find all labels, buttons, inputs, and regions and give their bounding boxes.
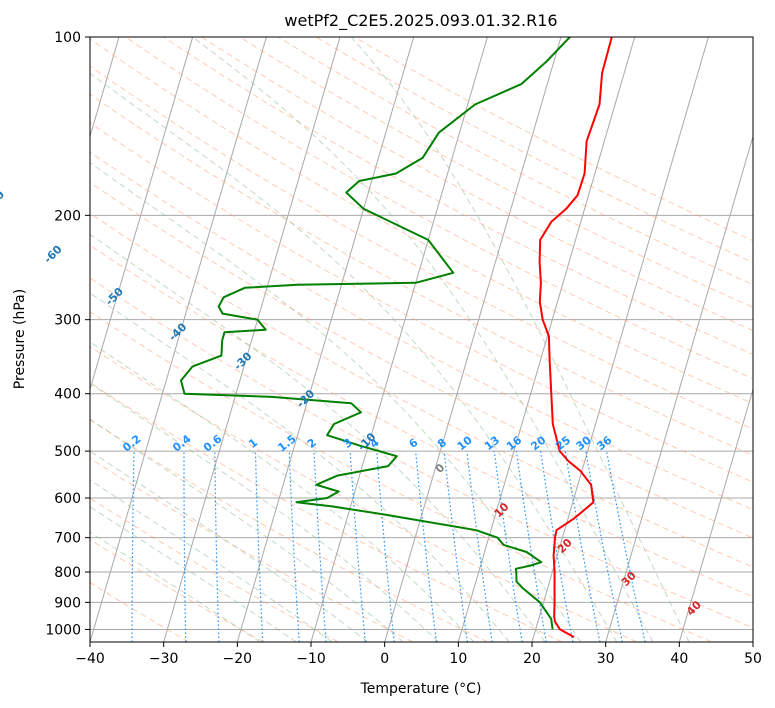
x-tick-label: 30 <box>597 651 615 667</box>
y-axis: 1000 900 800 700 600 500 400 300 200 100 <box>45 30 90 638</box>
dry-adiabat-line <box>125 37 753 380</box>
y-tick-label: 500 <box>54 444 81 460</box>
mixing-ratio-line <box>493 451 523 642</box>
isotherm-line <box>236 37 415 642</box>
moist-adiabat-line <box>90 479 333 642</box>
line-labels: 0.20.40.611.52346810131620253036-100-90-… <box>0 188 704 619</box>
dry-adiabat-line <box>90 311 712 642</box>
mixing-ratio-line <box>605 450 646 642</box>
y-tick-label: 100 <box>54 30 81 46</box>
background-grid <box>90 37 753 642</box>
y-tick-label: 300 <box>54 313 81 329</box>
moist-adiabat-line <box>90 233 546 642</box>
dry-adiabat-line <box>90 346 638 642</box>
moist-adiabat-line <box>90 341 475 642</box>
mixing-ratio-line <box>585 450 623 642</box>
dry-adiabat-line <box>90 538 264 642</box>
dry-adiabat-line <box>90 581 190 642</box>
y-tick-label: 900 <box>54 595 81 611</box>
plot-frame <box>89 36 754 643</box>
plot-area <box>90 37 753 642</box>
mixing-ratio-line <box>376 451 395 642</box>
dry-adiabat-line <box>90 277 753 629</box>
dry-adiabat-line <box>90 151 753 511</box>
profiles <box>180 37 613 638</box>
mixing-ratio-line <box>349 451 366 642</box>
isotherm-line <box>531 37 709 642</box>
dry-adiabat-line <box>90 419 488 642</box>
y-tick-label: 400 <box>54 387 81 403</box>
y-tick-label: 800 <box>54 565 81 581</box>
moist-adiabat-line <box>90 450 368 642</box>
x-tick-label: −30 <box>149 651 179 667</box>
isotherm-line <box>457 37 636 642</box>
moist-adiabat-line <box>90 418 404 642</box>
x-tick-label: 10 <box>449 651 467 667</box>
x-tick-label: −20 <box>223 651 253 667</box>
isotherm-line <box>163 37 341 642</box>
x-tick-label: 50 <box>744 651 762 667</box>
chart-title: wetPf2_C2E5.2025.093.01.32.R16 <box>284 11 557 31</box>
dry-adiabat-line <box>277 37 753 286</box>
moist-adiabat-line <box>90 292 510 642</box>
y-axis-title: Pressure (hPa) <box>12 289 28 389</box>
moist-adiabat-line <box>90 382 439 642</box>
isotherm-line <box>90 37 267 642</box>
mixing-ratio-line <box>415 451 437 642</box>
isotherm-line <box>384 37 562 642</box>
dry-adiabat-label: -70 <box>0 188 7 211</box>
temperature-profile-line <box>538 37 613 638</box>
moist-adiabat-line <box>90 506 297 642</box>
moist-adiabat-line <box>350 37 690 642</box>
x-tick-label: 20 <box>523 651 541 667</box>
y-tick-label: 600 <box>54 491 81 507</box>
x-axis-title: Temperature (°C) <box>360 681 482 697</box>
mixing-ratio-line <box>443 451 469 642</box>
dry-adiabat-line <box>90 122 753 483</box>
mixing-ratio-line <box>466 451 493 642</box>
dry-adiabat-line <box>239 37 753 308</box>
x-tick-label: −10 <box>296 651 326 667</box>
isotherm-line <box>90 37 194 392</box>
dry-adiabat-line <box>90 244 753 598</box>
moist-adiabat-line <box>192 37 654 642</box>
y-tick-label: 1000 <box>45 622 81 638</box>
y-tick-label: 700 <box>54 531 81 547</box>
isotherm-line <box>678 387 753 642</box>
x-tick-label: 40 <box>670 651 688 667</box>
dry-adiabat-line <box>90 38 753 405</box>
x-tick-label: −40 <box>75 651 105 667</box>
dry-adiabat-line <box>90 181 753 539</box>
dry-adiabat-line <box>90 212 753 568</box>
x-axis: −40 −30 −20 −10 0 10 20 30 40 50 <box>75 642 762 667</box>
dewpoint-profile-line <box>180 37 571 630</box>
dry-adiabat-line <box>90 457 414 642</box>
x-tick-label: 0 <box>380 651 389 667</box>
y-tick-label: 200 <box>54 208 81 224</box>
mixing-ratio-line <box>564 451 601 642</box>
dry-adiabat-line <box>90 93 753 456</box>
